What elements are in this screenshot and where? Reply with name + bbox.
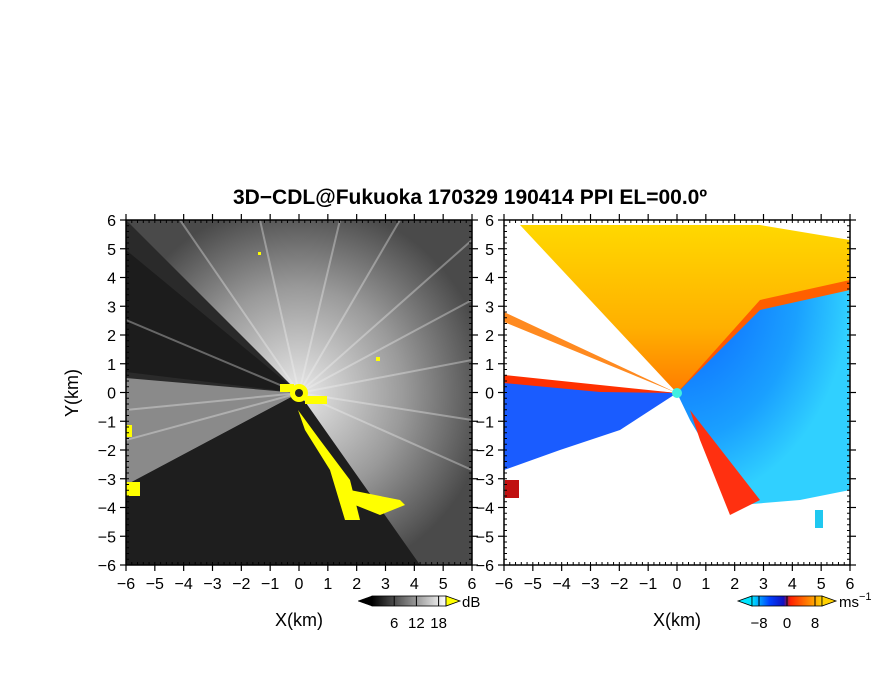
reflectivity-x-axis: −6 −5 −4 −3 −2 −1 0 1 2 3 4 5 6: [117, 214, 477, 593]
y-tick-label: 1: [485, 357, 494, 374]
y-tick-label: 3: [107, 299, 116, 316]
x-tick-label: −5: [524, 576, 542, 593]
y-tick-label: −3: [98, 472, 116, 489]
x-tick-label: 6: [846, 576, 855, 593]
figure-title: 3D−CDL@Fukuoka 170329 190414 PPI EL=00.0…: [232, 186, 708, 209]
velocity-left-streak: [504, 312, 677, 393]
velocity-speckle-1: [505, 480, 519, 498]
x-tick-label: −6: [495, 576, 513, 593]
x-tick-label: −4: [175, 576, 193, 593]
velocity-x-axis: −6 −5 −4 −3 −2 −1 0 1 2 3 4 5 6: [495, 214, 855, 593]
velocity-left-edge: [504, 375, 677, 393]
reflectivity-colorbar-over-arrow: [445, 595, 462, 607]
velocity-colorbar-unit-exponent: −1: [859, 591, 872, 603]
velocity-left-sector: [504, 378, 677, 470]
x-tick-label: 0: [295, 576, 304, 593]
x-tick-label: −3: [203, 576, 221, 593]
reflectivity-panel: [126, 220, 472, 565]
reflectivity-rays: [126, 220, 472, 471]
colorbar-tick-label: 12: [408, 615, 425, 632]
x-tick-label: 0: [673, 576, 682, 593]
x-tick-label: 2: [730, 576, 739, 593]
y-tick-label: 2: [485, 328, 494, 345]
y-tick-label: 6: [107, 213, 116, 230]
colorbar-tick-label: −8: [750, 615, 767, 632]
y-tick-label: 3: [485, 299, 494, 316]
velocity-speckle-2: [815, 510, 823, 528]
x-tick-label: −2: [610, 576, 628, 593]
y-tick-label: 5: [107, 242, 116, 259]
y-tick-label: 2: [107, 328, 116, 345]
reflectivity-dark-wedge-lower: [126, 393, 420, 565]
y-tick-label: −5: [98, 529, 116, 546]
x-tick-label: 3: [381, 576, 390, 593]
x-tick-label: 5: [439, 576, 448, 593]
x-tick-label: 3: [759, 576, 768, 593]
y-tick-label: 5: [485, 242, 494, 259]
colorbar-tick-label: 18: [430, 615, 447, 632]
reflectivity-colorbar-bar: [371, 595, 447, 607]
reflectivity-colorbar-unit: dB: [462, 594, 480, 611]
reflectivity-colorbar-under-arrow: [357, 595, 373, 607]
y-tick-label: −5: [476, 529, 494, 546]
reflectivity-x-axis-title: X(km): [275, 610, 323, 630]
velocity-colorbar-unit: ms−1: [839, 591, 872, 611]
x-tick-label: −6: [117, 576, 135, 593]
velocity-y-axis: 6 5 4 3 2 1 0 −1 −2 −3 −4 −5 −6: [476, 213, 856, 575]
y-tick-label: 4: [107, 271, 116, 288]
colorbar-tick-label: 8: [811, 615, 819, 632]
reflectivity-colorbar-ticks: 6 12 18: [390, 596, 447, 632]
x-tick-label: 4: [410, 576, 419, 593]
radar-site-right: [672, 388, 682, 398]
x-tick-label: 1: [323, 576, 332, 593]
x-tick-label: −4: [553, 576, 571, 593]
y-tick-label: −6: [476, 558, 494, 575]
y-tick-label: −2: [476, 443, 494, 460]
reflectivity-y-axis-title: Y(km): [62, 369, 82, 417]
x-tick-label: 6: [468, 576, 477, 593]
velocity-colorbar-ticks: −8 0 8: [750, 596, 819, 632]
y-tick-label: −4: [98, 501, 116, 518]
y-tick-label: −2: [98, 443, 116, 460]
y-tick-label: −4: [476, 501, 494, 518]
velocity-colorbar-unit-base: ms: [839, 594, 859, 611]
x-tick-label: −2: [232, 576, 250, 593]
velocity-lower-edge: [690, 410, 760, 515]
reflectivity-y-axis: 6 5 4 3 2 1 0 −1 −2 −3 −4 −5 −6: [98, 213, 478, 575]
y-tick-label: −1: [98, 414, 116, 431]
radar-site-left: [295, 389, 303, 397]
colorbar-tick-label: 6: [390, 615, 398, 632]
x-tick-label: −5: [146, 576, 164, 593]
y-tick-label: 4: [485, 271, 494, 288]
velocity-colorbar-under-arrow: [736, 595, 753, 607]
reflectivity-dark-wedge-upper: [126, 250, 299, 393]
y-tick-label: 0: [485, 386, 494, 403]
y-tick-label: 1: [107, 357, 116, 374]
velocity-colorbar-over-arrow: [821, 595, 838, 607]
x-tick-label: 1: [701, 576, 710, 593]
x-tick-label: −1: [639, 576, 657, 593]
velocity-x-axis-title: X(km): [653, 610, 701, 630]
x-tick-label: −1: [261, 576, 279, 593]
colorbar-tick-label: 0: [783, 615, 791, 632]
x-tick-label: 5: [817, 576, 826, 593]
y-tick-label: −6: [98, 558, 116, 575]
velocity-panel: [504, 220, 850, 565]
velocity-colorbar: −8 0 8 ms−1: [736, 591, 872, 632]
y-tick-label: 0: [107, 386, 116, 403]
y-tick-label: −1: [476, 414, 494, 431]
x-tick-label: 4: [788, 576, 797, 593]
y-tick-label: −3: [476, 472, 494, 489]
reflectivity-colorbar: 6 12 18 dB: [357, 594, 480, 632]
y-tick-label: 6: [485, 213, 494, 230]
x-tick-label: −3: [581, 576, 599, 593]
reflectivity-sector-left: [126, 378, 299, 485]
x-tick-label: 2: [352, 576, 361, 593]
